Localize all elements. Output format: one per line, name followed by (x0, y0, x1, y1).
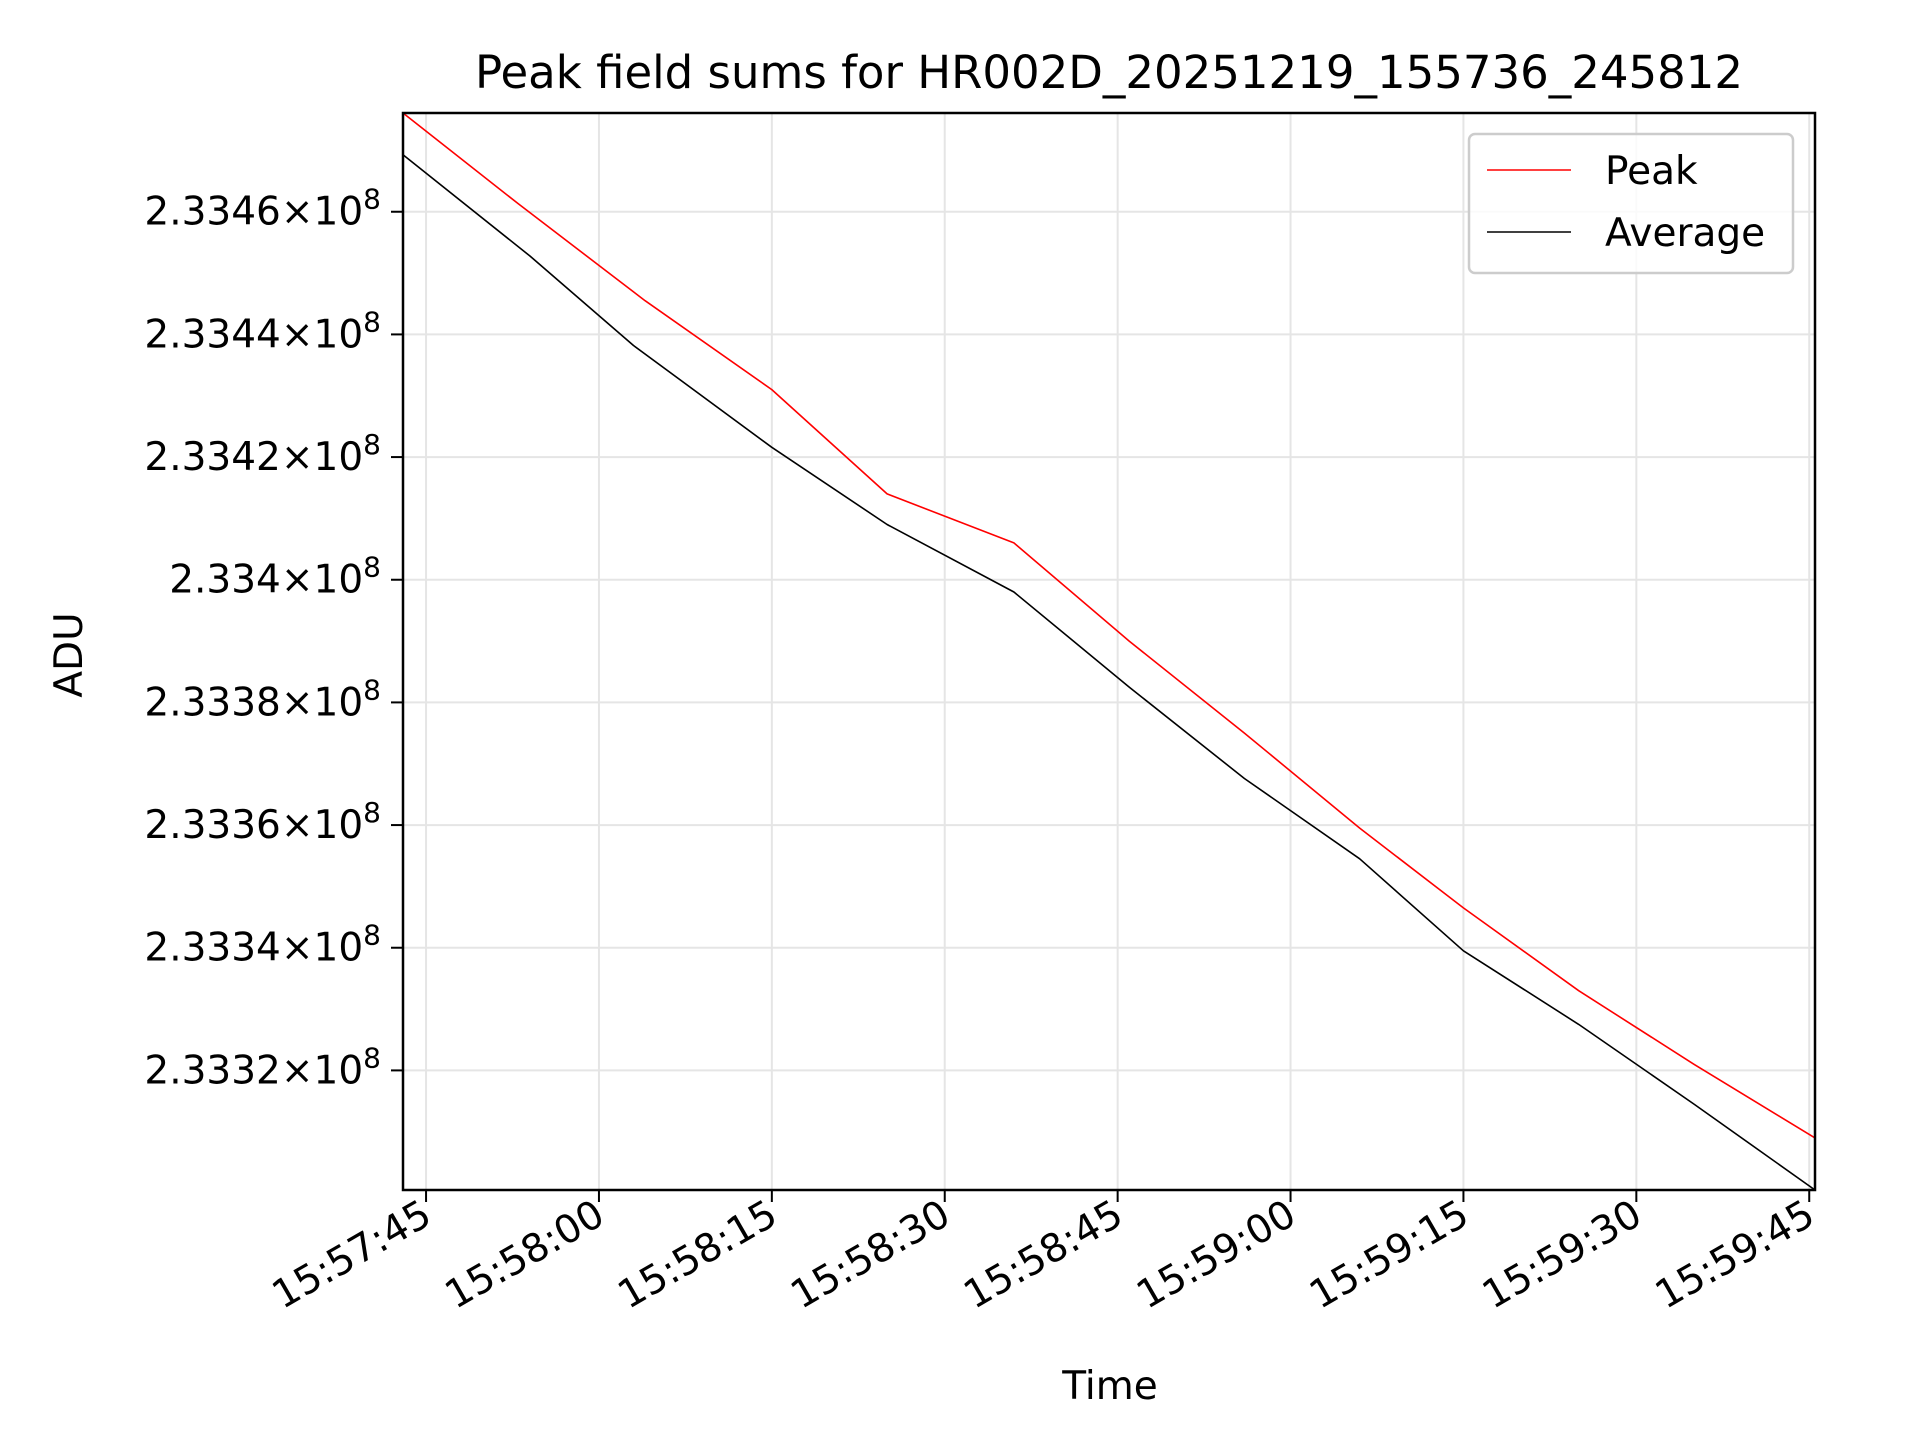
series-line-average (402, 154, 1816, 1191)
y-tick-label: 2.3346×108 (144, 183, 381, 235)
legend: Peak Average (1467, 132, 1795, 275)
chart-title: Peak field sums for HR002D_20251219_1557… (475, 46, 1743, 99)
y-axis-label: ADU (47, 612, 92, 697)
y-tick-label: 2.334×108 (169, 551, 381, 603)
x-axis-label: Time (1061, 1364, 1157, 1409)
legend-label-average: Average (1605, 211, 1765, 256)
series-line-peak (402, 112, 1816, 1139)
y-tick-label: 2.3332×108 (144, 1041, 381, 1093)
y-tick-label: 2.3336×108 (144, 796, 381, 848)
legend-box (1467, 132, 1795, 275)
y-tick-label: 2.3344×108 (144, 305, 381, 357)
legend-label-peak: Peak (1605, 149, 1698, 194)
series-layer (402, 112, 1816, 1191)
y-tick-label: 2.3334×108 (144, 919, 381, 971)
y-tick-label: 2.3338×108 (144, 673, 381, 725)
plot-frame (401, 111, 1817, 1192)
y-tick-label: 2.3342×108 (144, 428, 381, 480)
